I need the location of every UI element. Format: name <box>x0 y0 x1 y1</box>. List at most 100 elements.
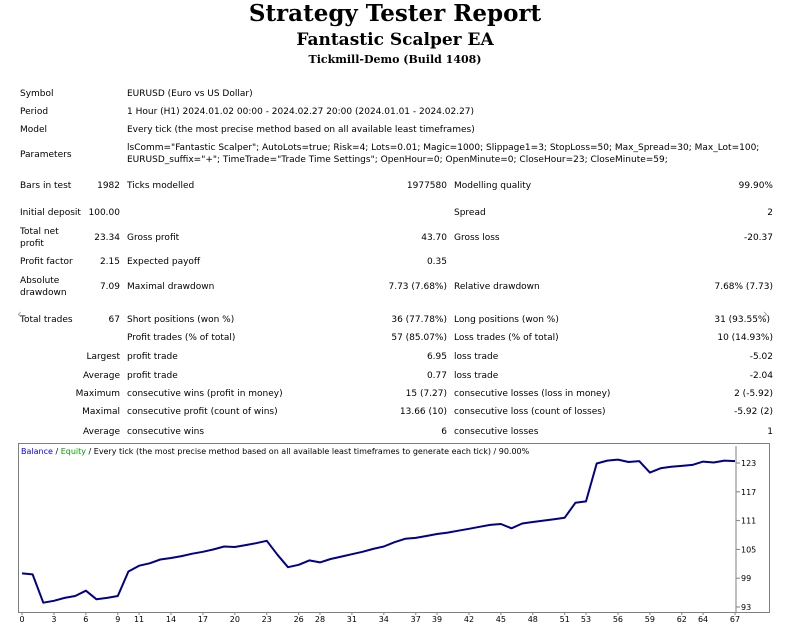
chevron-left-icon[interactable]: ‹ <box>17 307 22 321</box>
server-build: Tickmill-Demo (Build 1408) <box>308 53 482 66</box>
y-tick-label: 111 <box>741 517 756 526</box>
x-tick-label: 45 <box>496 615 506 624</box>
profit-factor-value: 2.15 <box>99 257 120 267</box>
x-tick-label: 14 <box>166 615 176 624</box>
x-tick-label: 56 <box>613 615 623 624</box>
x-tick-label: 67 <box>730 615 740 624</box>
legend-sep: / <box>52 447 61 456</box>
chart-legend: Balance / Equity / Every tick (the most … <box>21 447 529 456</box>
abs-drawdown-label-1: Absolute <box>20 276 60 286</box>
average-profit-value: 0.77 <box>426 371 447 381</box>
rel-drawdown-value: 7.68% (7.73) <box>714 282 773 292</box>
largest-loss-value: -5.02 <box>749 352 773 362</box>
x-tick-label: 0 <box>19 615 24 624</box>
x-tick-label: 11 <box>134 615 144 624</box>
ticks-label: Ticks modelled <box>127 181 195 191</box>
average-profit-label: profit trade <box>127 371 178 381</box>
short-positions-label: Short positions (won %) <box>127 315 235 325</box>
ea-name: Fantastic Scalper EA <box>296 30 494 50</box>
maximal-profit-label: consecutive profit (count of wins) <box>127 407 278 417</box>
max-drawdown-value: 7.73 (7.68%) <box>388 282 447 292</box>
x-tick-label: 31 <box>347 615 357 624</box>
y-tick-label: 99 <box>741 574 751 583</box>
x-tick-label: 53 <box>581 615 591 624</box>
maximum-label: Maximum <box>75 389 120 399</box>
avg-cons-wins-value: 6 <box>441 427 447 437</box>
period-value: 1 Hour (H1) 2024.01.02 00:00 - 2024.02.2… <box>127 107 475 117</box>
largest-loss-label: loss trade <box>454 352 499 362</box>
x-tick-label: 37 <box>411 615 421 624</box>
x-tick-label: 20 <box>230 615 240 624</box>
symbol-value: EURUSD (Euro vs US Dollar) <box>127 89 253 99</box>
y-tick-label: 117 <box>741 488 756 497</box>
x-tick-label: 9 <box>115 615 120 624</box>
abs-drawdown-label-2: drawdown <box>20 288 67 298</box>
profit-trades-value: 57 (85.07%) <box>391 333 447 343</box>
total-trades-value: 67 <box>108 315 120 325</box>
max-cons-wins-label: consecutive wins (profit in money) <box>127 389 283 399</box>
net-profit-label-2: profit <box>20 239 44 249</box>
avg-cons-losses-label: consecutive losses <box>454 427 539 437</box>
y-tick-label: 123 <box>741 459 756 468</box>
quality-value: 99.90% <box>738 181 773 191</box>
x-tick-label: 64 <box>698 615 708 624</box>
total-trades-label: Total trades <box>20 315 73 325</box>
legend-equity: Equity <box>60 447 86 456</box>
maximal-loss-label: consecutive loss (count of losses) <box>454 407 606 417</box>
x-tick-label: 6 <box>83 615 88 624</box>
x-tick-label: 34 <box>379 615 389 624</box>
average-cons-label: Average <box>83 427 120 437</box>
x-tick-label: 17 <box>198 615 208 624</box>
largest-profit-value: 6.95 <box>426 352 447 362</box>
avg-cons-wins-label: consecutive wins <box>127 427 205 437</box>
parameters-label: Parameters <box>20 150 72 160</box>
bars-label: Bars in test <box>20 181 72 191</box>
symbol-label: Symbol <box>20 89 54 99</box>
chevron-right-icon[interactable]: › <box>763 307 768 321</box>
x-tick-label: 42 <box>464 615 474 624</box>
avg-cons-losses-value: 1 <box>767 427 773 437</box>
spread-value: 2 <box>767 208 773 218</box>
profit-factor-label: Profit factor <box>20 257 73 267</box>
spread-label: Spread <box>454 208 486 218</box>
max-cons-wins-value: 15 (7.27) <box>405 389 447 399</box>
x-tick-label: 28 <box>315 615 325 624</box>
ticks-value: 1977580 <box>406 181 447 191</box>
balance-chart-frame <box>18 443 770 613</box>
parameters-line-1: lsComm="Fantastic Scalper"; AutoLots=tru… <box>127 143 760 153</box>
short-positions-value: 36 (77.78%) <box>391 315 447 325</box>
net-profit-value: 23.34 <box>94 233 120 243</box>
bars-value: 1982 <box>97 181 120 191</box>
profit-trades-label: Profit trades (% of total) <box>127 333 236 343</box>
largest-profit-label: profit trade <box>127 352 178 362</box>
x-tick-label: 3 <box>51 615 56 624</box>
gross-loss-label: Gross loss <box>454 233 500 243</box>
model-value: Every tick (the most precise method base… <box>127 125 475 135</box>
quality-label: Modelling quality <box>454 181 532 191</box>
legend-description: / Every tick (the most precise method ba… <box>85 447 530 456</box>
loss-trades-label: Loss trades (% of total) <box>454 333 559 343</box>
max-cons-losses-value: 2 (-5.92) <box>734 389 773 399</box>
y-tick-label: 105 <box>741 545 756 554</box>
legend-balance: Balance <box>21 447 53 456</box>
expected-payoff-value: 0.35 <box>426 257 447 267</box>
average-loss-label: loss trade <box>454 371 499 381</box>
expected-payoff-label: Expected payoff <box>127 257 201 267</box>
x-tick-label: 39 <box>432 615 442 624</box>
period-label: Period <box>20 107 49 117</box>
maximal-label: Maximal <box>82 407 120 417</box>
maximal-loss-value: -5.92 (2) <box>734 407 773 417</box>
x-tick-label: 51 <box>560 615 570 624</box>
x-tick-label: 23 <box>262 615 272 624</box>
maximal-profit-value: 13.66 (10) <box>399 407 447 417</box>
average-loss-value: -2.04 <box>749 371 773 381</box>
long-positions-label: Long positions (won %) <box>454 315 559 325</box>
balance-series-line <box>21 458 736 604</box>
parameters-line-2: EURUSD_suffix="+"; TimeTrade="Trade Time… <box>127 155 668 165</box>
abs-drawdown-value: 7.09 <box>99 282 120 292</box>
deposit-label: Initial deposit <box>20 208 81 218</box>
max-cons-losses-label: consecutive losses (loss in money) <box>454 389 611 399</box>
gross-profit-value: 43.70 <box>421 233 447 243</box>
deposit-value: 100.00 <box>88 208 121 218</box>
